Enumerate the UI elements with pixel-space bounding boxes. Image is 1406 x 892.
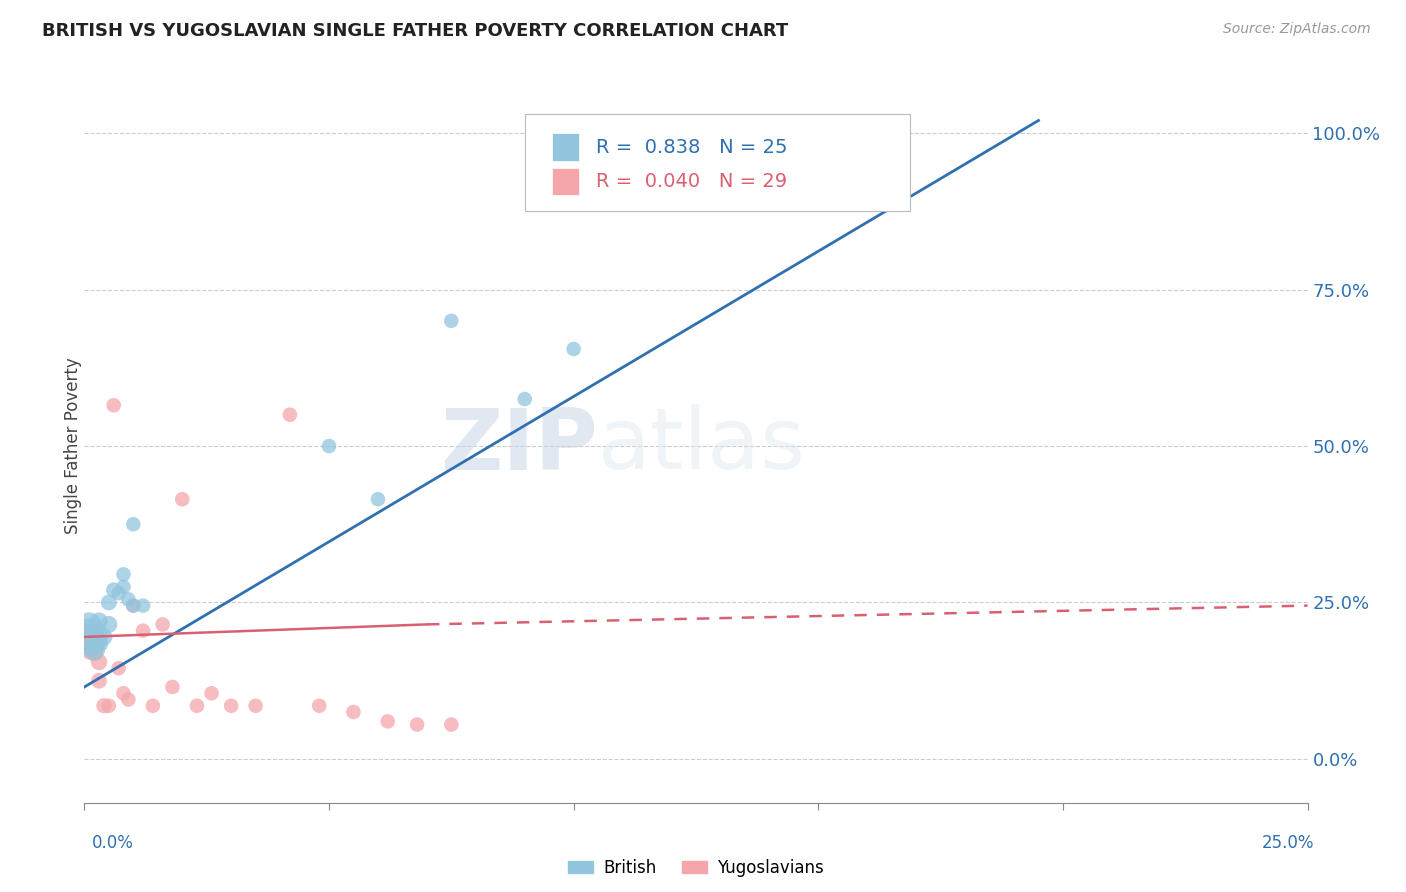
Point xyxy=(219,698,242,713)
Point xyxy=(77,636,100,650)
Point xyxy=(200,686,222,700)
Point xyxy=(97,595,120,609)
Text: R =  0.838   N = 25: R = 0.838 N = 25 xyxy=(596,137,787,156)
Point xyxy=(112,686,135,700)
Point xyxy=(77,617,100,632)
Point xyxy=(97,617,120,632)
Point xyxy=(186,698,208,713)
Point xyxy=(132,599,155,613)
Point xyxy=(172,492,194,507)
Point xyxy=(367,492,389,507)
Point xyxy=(709,126,731,140)
Point xyxy=(107,586,129,600)
Point xyxy=(162,680,184,694)
Text: 25.0%: 25.0% xyxy=(1263,834,1315,852)
Point xyxy=(278,408,301,422)
Point xyxy=(122,599,145,613)
Point xyxy=(93,698,115,713)
FancyBboxPatch shape xyxy=(551,168,578,194)
Point xyxy=(103,398,125,412)
Point xyxy=(122,517,145,532)
Point xyxy=(87,673,110,688)
Point xyxy=(87,655,110,669)
Point xyxy=(132,624,155,638)
Point xyxy=(83,627,105,641)
Point xyxy=(83,640,105,654)
Point xyxy=(117,592,139,607)
Text: Source: ZipAtlas.com: Source: ZipAtlas.com xyxy=(1223,22,1371,37)
Legend: British, Yugoslavians: British, Yugoslavians xyxy=(562,853,830,884)
Point xyxy=(636,126,658,140)
Point xyxy=(562,342,585,356)
Point xyxy=(97,698,120,713)
FancyBboxPatch shape xyxy=(524,114,910,211)
Point xyxy=(112,567,135,582)
Point xyxy=(308,698,330,713)
FancyBboxPatch shape xyxy=(551,134,578,161)
Text: BRITISH VS YUGOSLAVIAN SINGLE FATHER POVERTY CORRELATION CHART: BRITISH VS YUGOSLAVIAN SINGLE FATHER POV… xyxy=(42,22,789,40)
Text: ZIP: ZIP xyxy=(440,404,598,488)
Point xyxy=(513,392,536,406)
Point xyxy=(406,717,429,731)
Y-axis label: Single Father Poverty: Single Father Poverty xyxy=(65,358,82,534)
Point xyxy=(87,636,110,650)
Point xyxy=(245,698,267,713)
Point xyxy=(783,126,806,140)
Point xyxy=(87,614,110,628)
Point xyxy=(142,698,165,713)
Point xyxy=(318,439,340,453)
Point xyxy=(122,599,145,613)
Point xyxy=(103,582,125,597)
Point xyxy=(440,314,463,328)
Point xyxy=(77,642,100,657)
Point xyxy=(440,717,463,731)
Point xyxy=(77,630,100,644)
Point xyxy=(93,630,115,644)
Point xyxy=(342,705,364,719)
Text: R =  0.040   N = 29: R = 0.040 N = 29 xyxy=(596,172,787,191)
Point xyxy=(107,661,129,675)
Text: 0.0%: 0.0% xyxy=(91,834,134,852)
Point xyxy=(83,642,105,657)
Point xyxy=(112,580,135,594)
Text: atlas: atlas xyxy=(598,404,806,488)
Point xyxy=(77,630,100,644)
Point xyxy=(152,617,174,632)
Point xyxy=(83,646,105,660)
Point xyxy=(377,714,399,729)
Point xyxy=(117,692,139,706)
